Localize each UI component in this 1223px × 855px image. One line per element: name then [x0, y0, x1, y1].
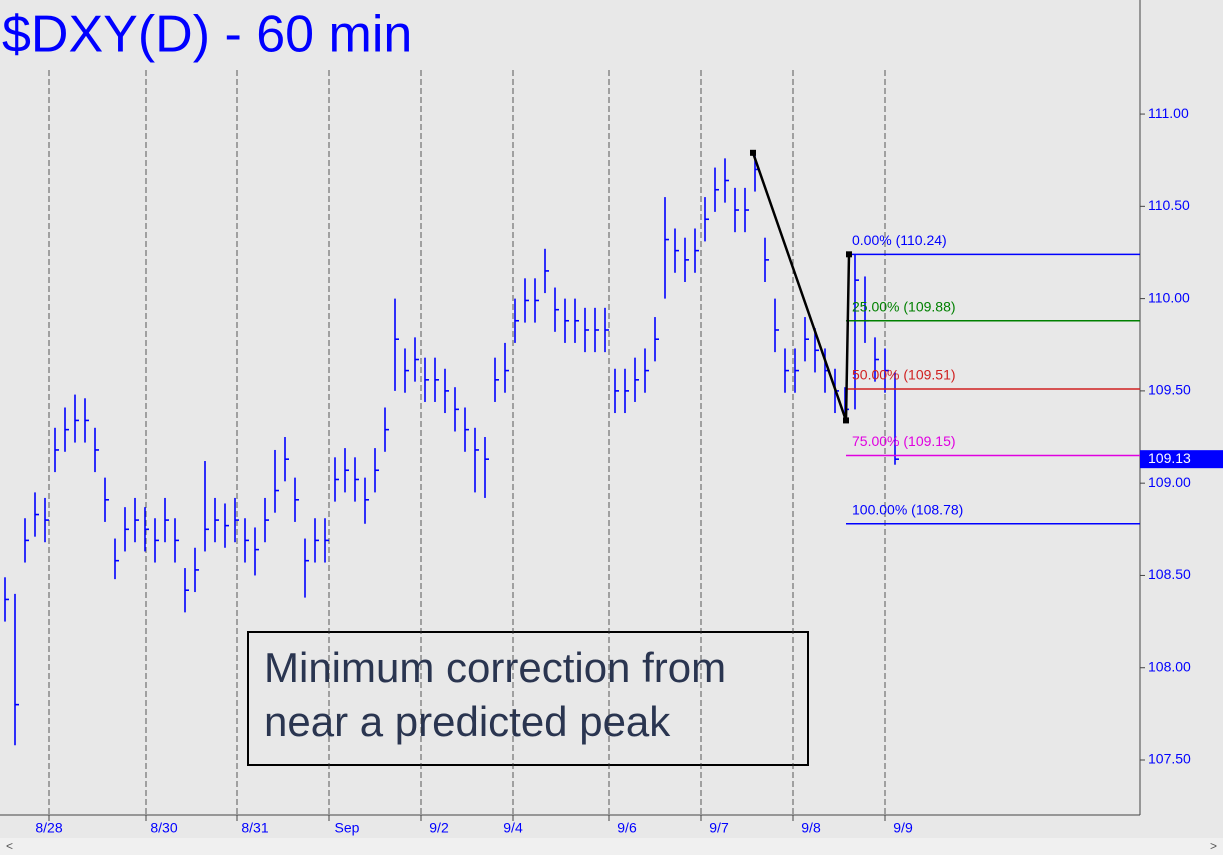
chart-title: $DXY(D) - 60 min — [2, 6, 412, 64]
y-tick-label: 107.50 — [1148, 751, 1191, 767]
fib-label: 100.00% (108.78) — [852, 501, 963, 517]
scroll-left[interactable]: < — [6, 839, 13, 853]
x-tick-label: 9/2 — [429, 820, 449, 836]
x-tick-label: Sep — [335, 820, 360, 836]
y-tick-label: 108.00 — [1148, 658, 1191, 674]
x-tick-label: 9/6 — [617, 820, 637, 836]
swing-point — [750, 149, 756, 156]
annotation-line: Minimum correction from — [264, 644, 726, 691]
x-tick-label: 9/8 — [801, 820, 821, 836]
y-tick-label: 109.50 — [1148, 382, 1191, 398]
fib-label: 50.00% (109.51) — [852, 367, 956, 383]
y-tick-label: 108.50 — [1148, 566, 1191, 582]
y-tick-label: 111.00 — [1148, 105, 1189, 121]
fib-label: 75.00% (109.15) — [852, 433, 956, 449]
y-tick-label: 110.50 — [1148, 197, 1190, 213]
last-value-box — [1140, 450, 1223, 469]
swing-point — [843, 417, 849, 424]
y-tick-label: 109.00 — [1148, 474, 1191, 490]
x-tick-label: 9/4 — [503, 820, 523, 836]
y-tick-label: 110.00 — [1148, 289, 1190, 305]
scroll-right[interactable]: > — [1210, 839, 1217, 853]
fib-label: 25.00% (109.88) — [852, 298, 956, 314]
annotation-box — [247, 631, 809, 766]
x-tick-label: 8/30 — [150, 820, 177, 836]
x-tick-label: 8/28 — [35, 820, 62, 836]
x-tick-label: 9/9 — [893, 820, 913, 836]
swing-point — [846, 251, 852, 258]
fib-label: 0.00% (110.24) — [852, 232, 947, 248]
last-value-label: 109.13 — [1148, 450, 1191, 466]
annotation-line: near a predicted peak — [264, 698, 671, 745]
scrollbar[interactable] — [0, 838, 1223, 855]
x-tick-label: 8/31 — [241, 820, 268, 836]
x-tick-label: 9/7 — [709, 820, 729, 836]
